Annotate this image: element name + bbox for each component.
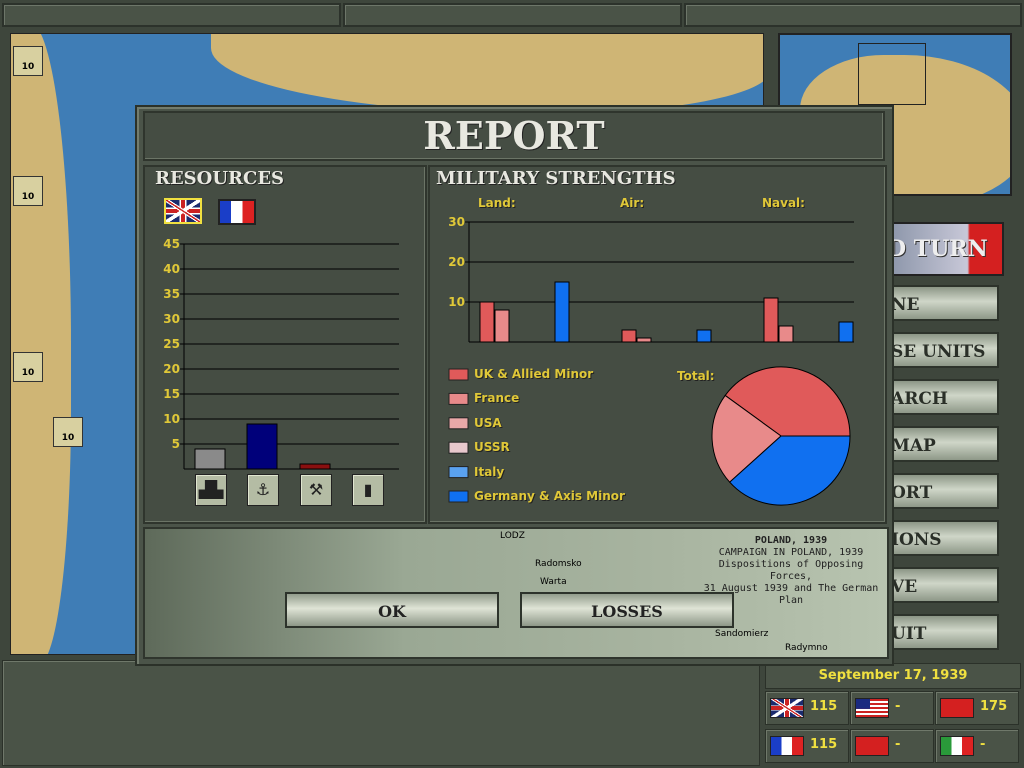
caption-line: CAMPAIGN IN POLAND, 1939 bbox=[718, 547, 864, 558]
minimap-viewport[interactable] bbox=[858, 43, 926, 105]
legend-label: Germany & Axis Minor bbox=[474, 489, 625, 503]
category-label: Air: bbox=[620, 196, 645, 210]
sidebar-button[interactable]: UIT bbox=[885, 614, 999, 650]
nation-button-france[interactable] bbox=[218, 199, 256, 225]
anchor-icon: ⚓ bbox=[255, 480, 271, 499]
unit-strength: 10 bbox=[61, 433, 75, 443]
us-flag-icon bbox=[855, 698, 889, 718]
caption-title: POLAND, 1939 bbox=[754, 535, 828, 546]
caption-line: Dispositions of Opposing Forces, bbox=[718, 559, 864, 582]
place-label: Sandomierz bbox=[715, 629, 769, 639]
oil-button[interactable]: ▮ bbox=[352, 474, 384, 506]
industry-button[interactable]: ▟▙ bbox=[195, 474, 227, 506]
legend-label: UK & Allied Minor bbox=[474, 367, 594, 381]
place-label: Warta bbox=[540, 577, 567, 587]
map-unit[interactable]: 10 bbox=[53, 417, 83, 447]
sidebar-button[interactable]: VE bbox=[885, 567, 999, 603]
sidebar-button-report[interactable]: ORT bbox=[885, 473, 999, 509]
nation-button-uk[interactable] bbox=[164, 198, 202, 224]
nation-value: - bbox=[895, 699, 901, 714]
message-area bbox=[2, 660, 760, 766]
place-label: Radomsko bbox=[535, 559, 582, 569]
place-label: Radymno bbox=[785, 643, 828, 653]
place-label: LODZ bbox=[500, 531, 525, 541]
date-display: September 17, 1939 bbox=[765, 663, 1021, 689]
nation-status-fr: 115 bbox=[765, 729, 849, 763]
ok-button[interactable]: OK bbox=[285, 592, 499, 628]
it-flag-icon bbox=[940, 736, 974, 756]
sidebar-button[interactable]: IONS bbox=[885, 520, 999, 556]
nation-value: 115 bbox=[810, 737, 838, 752]
caption-line: 31 August 1939 and The German Plan bbox=[703, 583, 879, 606]
su-flag-icon bbox=[855, 736, 889, 756]
nation-value: 175 bbox=[980, 699, 1008, 714]
oil-barrel-icon: ▮ bbox=[363, 480, 373, 499]
uk-flag-icon bbox=[770, 698, 804, 718]
map-unit[interactable]: 10 bbox=[13, 352, 43, 382]
land-area bbox=[11, 34, 71, 654]
sidebar-button[interactable]: SE UNITS bbox=[885, 332, 999, 368]
de-flag-icon bbox=[940, 698, 974, 718]
factory-icon: ▟▙ bbox=[198, 480, 224, 499]
resources-panel bbox=[143, 165, 427, 524]
nation-value: 115 bbox=[810, 699, 838, 714]
military-title: MILITARY STRENGTHS bbox=[436, 168, 676, 189]
resources-title: RESOURCES bbox=[155, 168, 285, 189]
legend-label: France bbox=[474, 391, 520, 406]
top-bar-left bbox=[2, 3, 341, 27]
nation-status-de: 175 bbox=[935, 691, 1019, 725]
nation-status-su: - bbox=[850, 729, 934, 763]
mining-button[interactable]: ⚒ bbox=[300, 474, 332, 506]
sidebar-button[interactable]: MAP bbox=[885, 426, 999, 462]
unit-strength: 10 bbox=[21, 192, 35, 202]
nation-value: - bbox=[980, 737, 986, 752]
nation-status-it: - bbox=[935, 729, 1019, 763]
top-bar-right bbox=[684, 3, 1022, 27]
pie-label: Total: bbox=[677, 369, 715, 383]
nation-value: - bbox=[895, 737, 901, 752]
end-turn-button[interactable]: D TURN bbox=[885, 222, 1004, 276]
map-caption: POLAND, 1939 CAMPAIGN IN POLAND, 1939 Di… bbox=[701, 535, 881, 607]
category-label: Naval: bbox=[762, 196, 805, 210]
unit-strength: 10 bbox=[21, 368, 35, 378]
unit-strength: 10 bbox=[21, 62, 35, 72]
category-label: Land: bbox=[478, 196, 516, 210]
map-unit[interactable]: 10 bbox=[13, 46, 43, 76]
sidebar-button[interactable]: NE bbox=[885, 285, 999, 321]
photo-strip: POLAND, 1939 CAMPAIGN IN POLAND, 1939 Di… bbox=[143, 527, 889, 659]
land-area bbox=[211, 34, 763, 114]
losses-button[interactable]: LOSSES bbox=[520, 592, 734, 628]
legend-label: USSR bbox=[474, 440, 510, 455]
map-unit[interactable]: 10 bbox=[13, 176, 43, 206]
nation-status-uk: 115 bbox=[765, 691, 849, 725]
legend-label: USA bbox=[474, 415, 502, 430]
fr-flag-icon bbox=[770, 736, 804, 756]
nation-status-us: - bbox=[850, 691, 934, 725]
legend-label: Italy bbox=[474, 464, 505, 479]
top-bar-middle bbox=[343, 3, 682, 27]
naval-button[interactable]: ⚓ bbox=[247, 474, 279, 506]
pick-hammer-icon: ⚒ bbox=[308, 480, 324, 499]
dialog-title: REPORT bbox=[143, 111, 885, 161]
sidebar-button[interactable]: ARCH bbox=[885, 379, 999, 415]
